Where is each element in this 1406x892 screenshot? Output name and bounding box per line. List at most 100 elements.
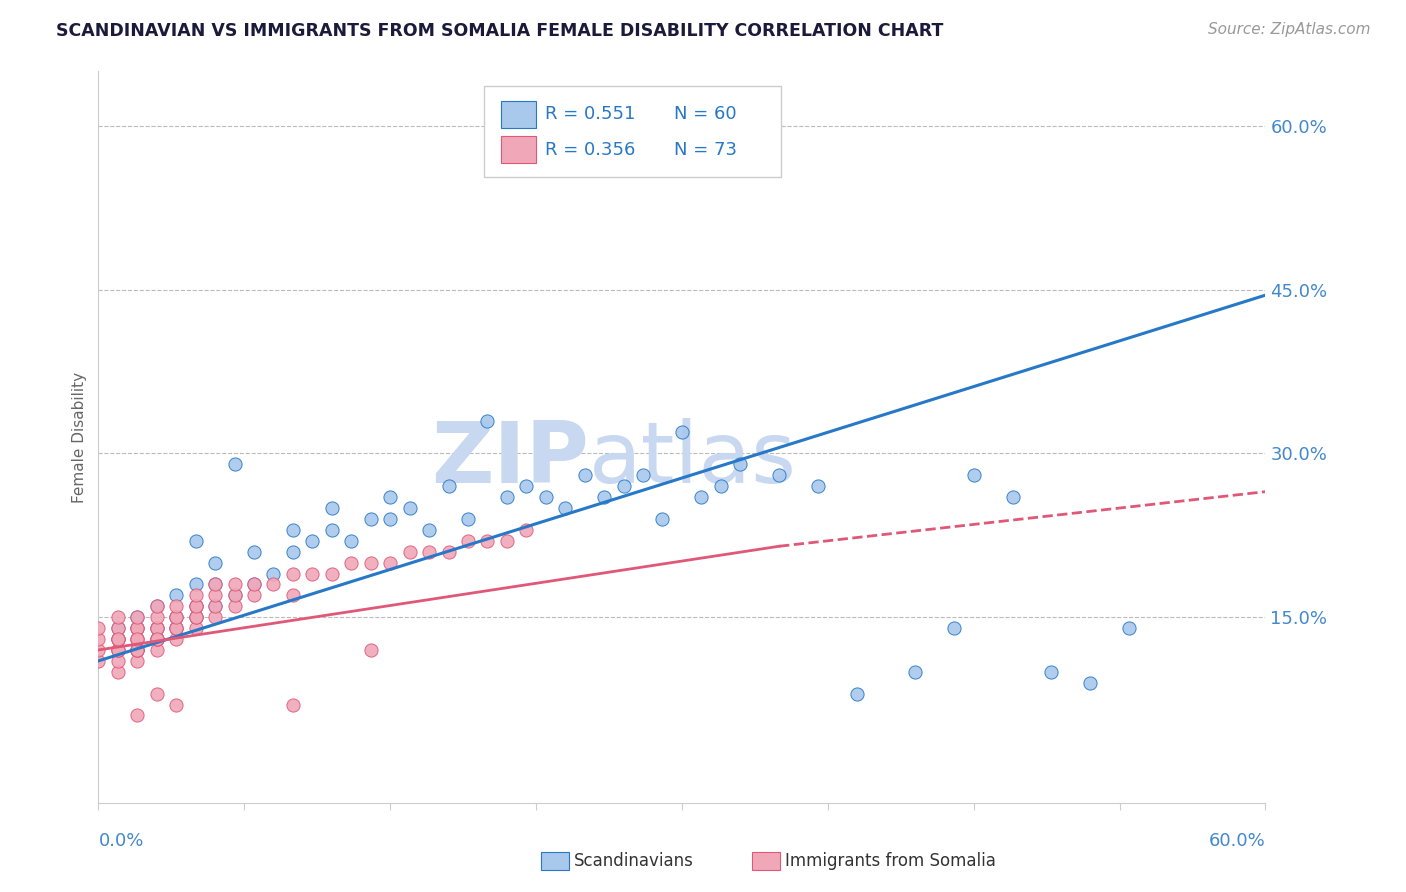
- Point: [87, 632, 110, 646]
- Point: [671, 425, 693, 439]
- Point: [127, 632, 149, 646]
- Text: 0.0%: 0.0%: [98, 832, 143, 850]
- Point: [224, 577, 246, 591]
- Point: [146, 687, 169, 701]
- Point: [127, 610, 149, 624]
- Point: [807, 479, 830, 493]
- Point: [418, 545, 440, 559]
- Point: [165, 621, 187, 635]
- Point: [1080, 675, 1102, 690]
- Point: [204, 556, 226, 570]
- Point: [184, 610, 207, 624]
- Point: [184, 588, 207, 602]
- Point: [204, 610, 226, 624]
- Point: [398, 545, 420, 559]
- Text: R = 0.356: R = 0.356: [546, 141, 636, 159]
- Point: [204, 577, 226, 591]
- Point: [768, 468, 790, 483]
- Point: [107, 643, 129, 657]
- Point: [262, 577, 284, 591]
- Y-axis label: Female Disability: Female Disability: [72, 371, 87, 503]
- Text: ZIP: ZIP: [430, 417, 589, 500]
- Text: atlas: atlas: [589, 417, 797, 500]
- Point: [224, 458, 246, 472]
- Point: [204, 599, 226, 614]
- Point: [127, 654, 149, 668]
- Point: [554, 501, 576, 516]
- Bar: [501, 136, 536, 163]
- Point: [146, 632, 169, 646]
- Point: [515, 523, 537, 537]
- Point: [165, 610, 187, 624]
- Point: [437, 479, 460, 493]
- Point: [107, 610, 129, 624]
- Point: [87, 654, 110, 668]
- Point: [184, 533, 207, 548]
- Point: [243, 577, 266, 591]
- Point: [904, 665, 927, 679]
- Point: [846, 687, 869, 701]
- Point: [127, 621, 149, 635]
- Point: [437, 545, 460, 559]
- Point: [262, 566, 284, 581]
- Point: [224, 588, 246, 602]
- Point: [574, 468, 596, 483]
- Point: [301, 566, 323, 581]
- Point: [477, 414, 499, 428]
- Point: [398, 501, 420, 516]
- Point: [477, 533, 499, 548]
- Point: [165, 632, 187, 646]
- Point: [613, 479, 636, 493]
- Text: Scandinavians: Scandinavians: [574, 852, 693, 870]
- Point: [204, 588, 226, 602]
- Point: [631, 468, 654, 483]
- Point: [107, 632, 129, 646]
- Point: [380, 490, 402, 504]
- Point: [340, 533, 363, 548]
- Point: [184, 610, 207, 624]
- Point: [184, 599, 207, 614]
- Point: [515, 479, 537, 493]
- Text: N = 60: N = 60: [673, 104, 737, 123]
- Point: [146, 632, 169, 646]
- Point: [107, 632, 129, 646]
- Point: [281, 588, 304, 602]
- Point: [457, 512, 479, 526]
- Point: [165, 698, 187, 712]
- Text: 60.0%: 60.0%: [1209, 832, 1265, 850]
- Point: [457, 533, 479, 548]
- Point: [243, 545, 266, 559]
- Point: [165, 610, 187, 624]
- Point: [107, 665, 129, 679]
- Point: [127, 610, 149, 624]
- Point: [1118, 621, 1140, 635]
- Point: [593, 490, 616, 504]
- Point: [165, 621, 187, 635]
- Bar: [501, 102, 536, 128]
- Point: [127, 643, 149, 657]
- Point: [281, 523, 304, 537]
- Point: [380, 512, 402, 526]
- Point: [127, 632, 149, 646]
- Point: [146, 599, 169, 614]
- Point: [146, 632, 169, 646]
- Point: [321, 523, 343, 537]
- Point: [107, 632, 129, 646]
- Point: [651, 512, 673, 526]
- Point: [281, 545, 304, 559]
- Point: [127, 621, 149, 635]
- Point: [690, 490, 713, 504]
- Point: [107, 621, 129, 635]
- Point: [87, 643, 110, 657]
- Point: [184, 599, 207, 614]
- Point: [321, 501, 343, 516]
- Point: [184, 577, 207, 591]
- Point: [146, 599, 169, 614]
- Point: [165, 610, 187, 624]
- Point: [496, 533, 519, 548]
- Point: [107, 621, 129, 635]
- Text: Source: ZipAtlas.com: Source: ZipAtlas.com: [1208, 22, 1371, 37]
- Point: [1040, 665, 1063, 679]
- Point: [146, 610, 169, 624]
- Point: [962, 468, 984, 483]
